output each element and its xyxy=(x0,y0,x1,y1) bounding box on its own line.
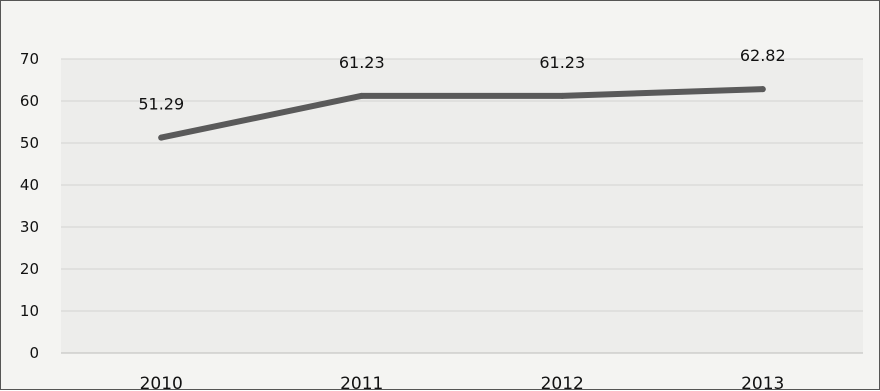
data-label: 61.23 xyxy=(339,53,385,72)
y-tick-label: 0 xyxy=(29,344,39,362)
data-label: 51.29 xyxy=(138,95,184,114)
data-label: 61.23 xyxy=(539,53,585,72)
series-line xyxy=(158,86,766,141)
data-label: 62.82 xyxy=(740,46,786,65)
y-tick-label: 50 xyxy=(20,134,39,152)
data-point xyxy=(559,92,566,99)
x-tick-label: 2013 xyxy=(741,374,784,391)
data-point xyxy=(158,134,165,141)
plot-area xyxy=(61,59,863,353)
y-tick-label: 40 xyxy=(20,176,39,194)
data-point xyxy=(358,92,365,99)
y-tick-label: 10 xyxy=(20,302,39,320)
x-tick-label: 2010 xyxy=(140,374,183,391)
data-point xyxy=(759,86,766,93)
x-tick-label: 2012 xyxy=(541,374,584,391)
y-tick-label: 60 xyxy=(20,92,39,110)
y-tick-label: 20 xyxy=(20,260,39,278)
y-tick-label: 70 xyxy=(20,50,39,68)
x-tick-label: 2011 xyxy=(340,374,383,391)
y-tick-label: 30 xyxy=(20,218,39,236)
